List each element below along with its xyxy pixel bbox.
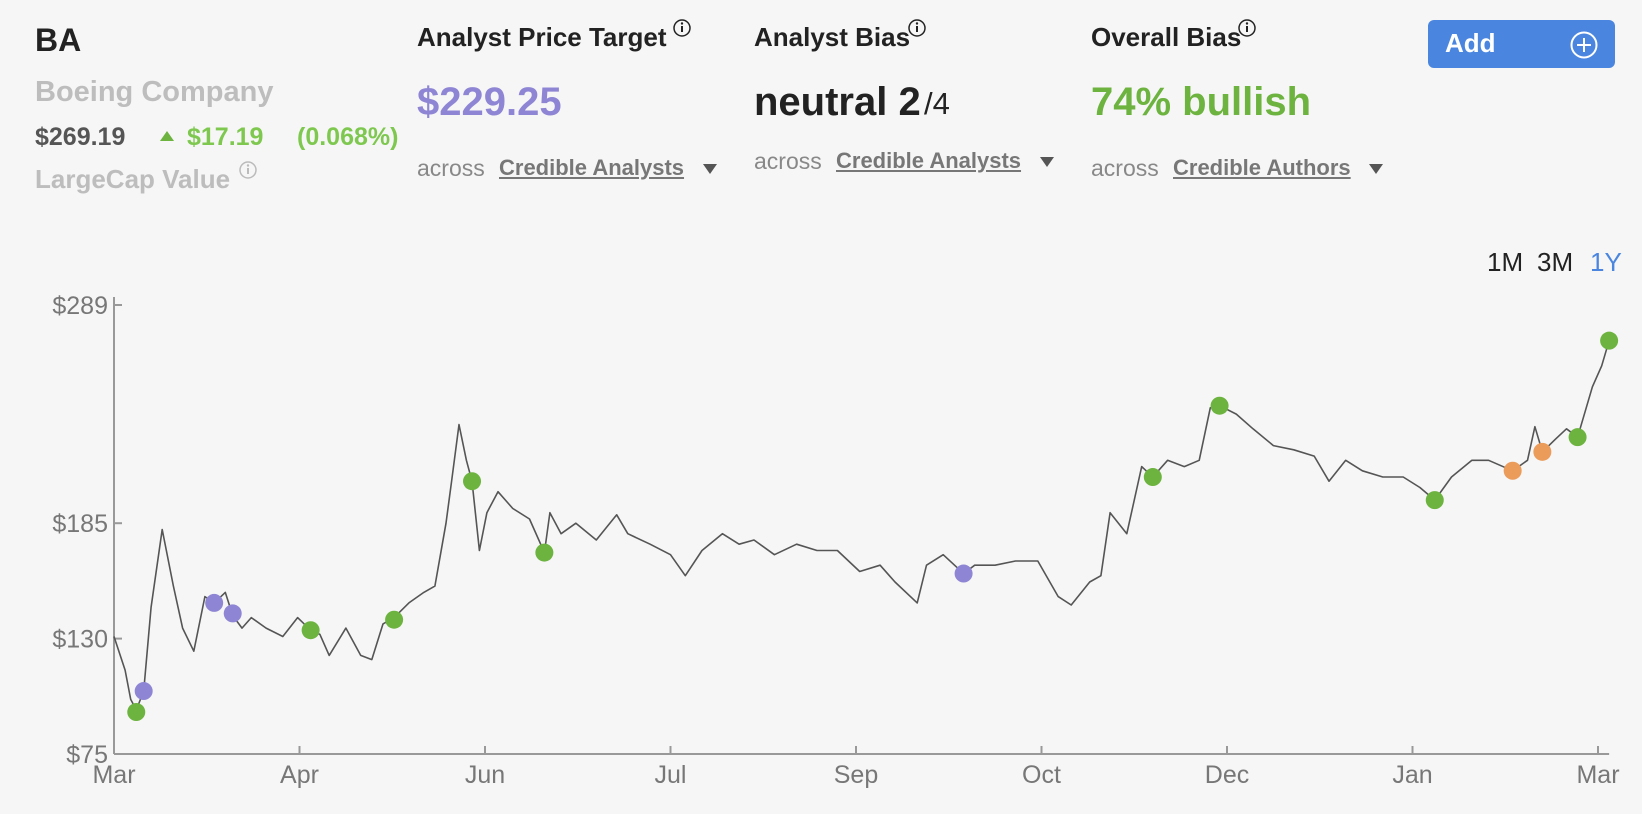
rating-marker xyxy=(1568,428,1587,447)
y-tick-label: $289 xyxy=(52,292,108,320)
rating-marker xyxy=(954,564,973,583)
price-change: $17.19 xyxy=(187,123,264,151)
metric-title: Analyst Price Target xyxy=(417,22,667,52)
rating-marker xyxy=(1425,491,1444,510)
rating-marker xyxy=(1533,442,1552,461)
info-icon xyxy=(239,161,257,179)
across-label: across xyxy=(754,148,822,174)
x-tick-label: Apr xyxy=(280,761,319,789)
y-tick-label: $185 xyxy=(52,510,108,538)
rating-marker xyxy=(1503,461,1522,480)
x-tick-label: Jun xyxy=(465,761,505,789)
rating-marker xyxy=(301,621,320,640)
x-tick-label: Oct xyxy=(1022,761,1061,789)
x-tick-label: Dec xyxy=(1205,761,1249,789)
dropdown-arrow[interactable] xyxy=(1040,157,1054,167)
dropdown-arrow[interactable] xyxy=(703,164,717,174)
rating-marker xyxy=(1143,468,1162,487)
source-link[interactable]: Credible Analysts xyxy=(836,148,1022,173)
range-button[interactable]: 3M xyxy=(1537,247,1574,277)
metric-title: Overall Bias xyxy=(1091,22,1242,52)
dropdown-arrow[interactable] xyxy=(1369,164,1383,174)
rating-marker xyxy=(127,703,146,722)
plus-icon[interactable] xyxy=(1569,30,1599,60)
y-tick-label: $75 xyxy=(66,741,108,769)
metric-title: Analyst Bias xyxy=(754,22,911,52)
price-change-percent: (0.068%) xyxy=(297,123,399,151)
rating-marker xyxy=(535,543,554,562)
company-name: Boeing Company xyxy=(35,76,274,108)
rating-marker xyxy=(1600,331,1619,350)
price: $269.19 xyxy=(35,123,126,151)
info-icon xyxy=(908,19,926,37)
source-link[interactable]: Credible Authors xyxy=(1173,155,1351,180)
rating-marker xyxy=(134,682,153,701)
category: LargeCap Value xyxy=(35,164,231,194)
x-tick-label: Jan xyxy=(1392,761,1432,789)
metric-value-suffix: /4 xyxy=(924,86,950,121)
rating-marker xyxy=(1210,396,1229,415)
metric-value: 74% bullish xyxy=(1091,80,1312,124)
rating-marker xyxy=(385,610,404,629)
info-icon xyxy=(1238,19,1256,37)
range-button[interactable]: 1Y xyxy=(1590,247,1622,277)
range-button[interactable]: 1M xyxy=(1487,247,1524,277)
ticker: BA xyxy=(35,22,82,58)
across-label: across xyxy=(417,155,485,181)
x-tick-label: Mar xyxy=(92,761,135,789)
rating-marker xyxy=(223,604,242,623)
source-link[interactable]: Credible Analysts xyxy=(499,155,685,180)
info-icon xyxy=(673,19,691,37)
rating-marker xyxy=(463,472,482,491)
x-tick-label: Jul xyxy=(655,761,687,789)
add-button-label[interactable]: Add xyxy=(1445,28,1496,58)
rating-marker xyxy=(205,593,224,612)
up-arrow xyxy=(160,131,174,141)
x-tick-label: Sep xyxy=(834,761,878,789)
across-label: across xyxy=(1091,155,1159,181)
metric-value: $229.25 xyxy=(417,80,562,124)
x-tick-label: Mar xyxy=(1576,761,1619,789)
y-tick-label: $130 xyxy=(52,626,108,654)
price-line xyxy=(113,340,1610,711)
metric-value: neutral 2 xyxy=(754,80,921,124)
